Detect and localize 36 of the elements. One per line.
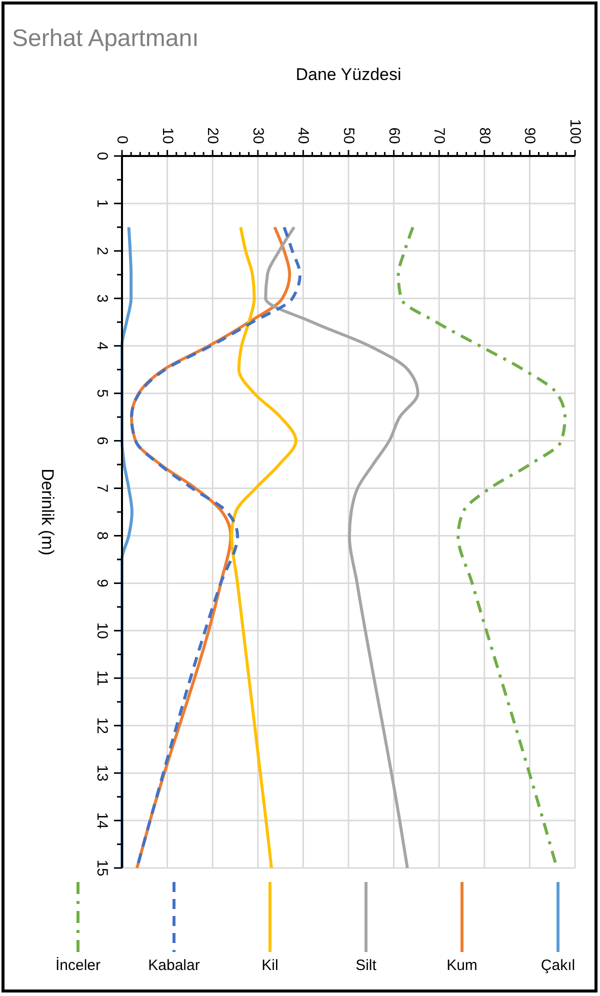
x-tick-label: 100	[566, 118, 584, 144]
legend-label: Kil	[262, 957, 278, 974]
x-tick-label: 10	[158, 127, 176, 144]
legend-label: Silt	[356, 957, 378, 974]
chart-title: Serhat Apartmanı	[12, 25, 199, 52]
x-tick-label: 70	[430, 127, 448, 144]
y-tick-label: 9	[94, 579, 110, 588]
legend-label: Çakıl	[540, 957, 576, 974]
y-tick-label: 1	[94, 199, 110, 208]
y-tick-label: 12	[94, 717, 110, 734]
x-tick-label: 80	[476, 127, 493, 144]
y-tick-label: 15	[94, 860, 110, 876]
x-tick-label: 40	[294, 127, 312, 144]
y-tick-label: 13	[94, 764, 110, 782]
x-tick-label: 50	[340, 127, 357, 144]
x-tick-label: 90	[521, 127, 538, 144]
y-axis-title: Derinlik (m)	[38, 468, 57, 556]
x-axis-title: Dane Yüzdesi	[296, 65, 402, 84]
y-tick-label: 5	[94, 389, 110, 398]
y-tick-label: 14	[94, 812, 110, 829]
x-tick-label: 60	[385, 127, 402, 144]
x-tick-label: 0	[114, 136, 130, 144]
x-tick-label: 20	[204, 127, 222, 144]
y-tick-label: 3	[94, 294, 110, 303]
y-tick-label: 8	[94, 532, 110, 540]
y-tick-label: 0	[94, 152, 110, 160]
y-tick-label: 2	[94, 246, 110, 256]
x-tick-label: 30	[249, 127, 266, 144]
y-tick-label: 4	[94, 342, 110, 350]
y-tick-label: 11	[94, 670, 110, 686]
y-tick-label: 10	[94, 622, 110, 640]
legend-label: Kabalar	[148, 957, 200, 974]
legend-label: Kum	[446, 957, 478, 974]
legend-label: İnceler	[55, 956, 101, 974]
y-tick-label: 6	[94, 436, 110, 445]
y-tick-label: 7	[94, 484, 110, 492]
